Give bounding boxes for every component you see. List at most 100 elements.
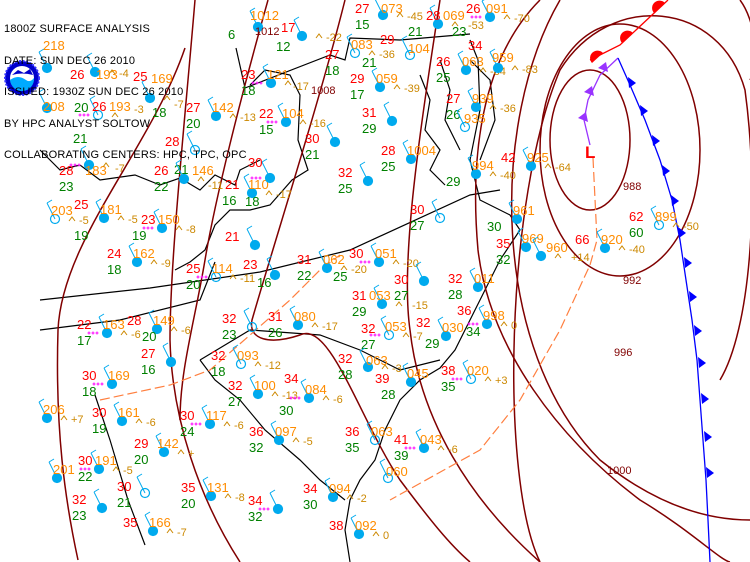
station-plot: 32 063 28 -3: [338, 347, 402, 382]
snow-symbol-icon: [96, 382, 100, 386]
wind-barb-icon: [270, 420, 277, 425]
pressure-tendency: -7: [115, 163, 125, 175]
pressure-tendency: -5: [79, 215, 89, 227]
pressure-tendency: -83: [522, 64, 538, 76]
temperature: 32: [416, 315, 430, 330]
pressure-tendency: 0: [511, 320, 517, 332]
snow-symbol-icon: [142, 226, 146, 230]
station-circle-icon: [376, 298, 388, 310]
station-plot: 32 011 28: [448, 267, 495, 302]
dewpoint: 21: [117, 495, 131, 510]
wind-barb-icon: [128, 242, 135, 247]
station-plot: 31 080 26 -17: [268, 305, 338, 340]
pressure-tendency-icon: [112, 466, 120, 472]
station-circle-icon: [41, 62, 53, 74]
wind-barb-icon: [98, 313, 105, 318]
station-plot: 29 142 20 +: [134, 432, 194, 467]
station-circle-icon: [382, 472, 394, 484]
snow-symbol-icon: [474, 15, 478, 19]
snow-symbol-icon: [408, 446, 412, 450]
station-circle-icon: [321, 262, 333, 274]
station-plot: 23 150 19 -8: [132, 208, 196, 243]
station-circle-icon: [147, 525, 159, 537]
analysis-date: DATE: SUN DEC 26 2010: [4, 54, 136, 67]
wind-barb-icon: [155, 432, 162, 437]
temperature: 31: [268, 309, 282, 324]
station-circle-icon: [210, 110, 222, 122]
wind-barb-icon: [366, 420, 373, 425]
pressure-tendency: -6: [181, 325, 191, 337]
temperature: 25: [74, 197, 88, 212]
temperature: 22: [259, 106, 273, 121]
pressure: 169: [151, 71, 173, 86]
station-circle-icon: [41, 102, 53, 114]
snow-symbol-icon: [266, 120, 270, 124]
station-circle-icon: [535, 250, 547, 262]
snow-symbol-icon: [251, 81, 255, 85]
dewpoint: 20: [142, 329, 156, 344]
wind-barb-icon: [144, 511, 151, 516]
pressure-tendency: -7: [413, 331, 423, 343]
station-circle-icon: [49, 213, 61, 225]
station-circle-icon: [329, 136, 341, 148]
station-circle-icon: [139, 487, 151, 499]
isobar: [250, 0, 471, 562]
cold-front-symbol-icon: [662, 165, 670, 176]
state-line-sc-ga: [199, 359, 346, 501]
station-circle-icon: [106, 378, 118, 390]
pressure: 114: [212, 261, 233, 276]
station-plot: 30 169 18: [82, 364, 130, 399]
snow-symbol-icon: [78, 113, 82, 117]
pressure: 181: [100, 202, 122, 217]
dewpoint: 25: [338, 181, 352, 196]
collaborating-centers: COLLABORATING CENTERS: HPC, TPC, OPC: [4, 149, 247, 161]
state-line-ky: [39, 149, 261, 191]
pressure-tendency: -7: [177, 527, 187, 539]
snow-symbol-icon: [266, 507, 270, 511]
station-circle-icon: [349, 47, 361, 59]
dewpoint: 23: [72, 508, 86, 523]
station-plot: 27 083 18 -36: [325, 33, 395, 78]
pressure: 920: [601, 232, 623, 247]
pressure-tendency: -7: [174, 99, 184, 111]
temperature: 32: [361, 321, 375, 336]
station-circle-icon: [492, 62, 504, 74]
pressure-tendency: -39: [404, 83, 420, 95]
pressure: 969: [522, 231, 544, 246]
wind-barb-icon: [186, 133, 196, 151]
station-circle-icon: [303, 392, 315, 404]
pressure-tendency: -20: [351, 264, 367, 276]
isobar-label: 988: [623, 181, 641, 193]
snow-symbol-icon: [196, 275, 200, 279]
station-circle-icon: [472, 281, 484, 293]
coastline: [344, 39, 521, 562]
issued-time: ISSUED: 1930Z SUN DEC 26 2010: [4, 86, 184, 98]
dewpoint: 6: [228, 27, 235, 42]
wind-barb-icon: [462, 359, 469, 364]
snow-symbol-icon: [69, 163, 73, 167]
dewpoint: 27: [228, 394, 242, 409]
wind-barb-icon: [175, 159, 182, 164]
pressure-tendency: -22: [326, 32, 342, 44]
station-plot: 26 146 22 -11: [154, 159, 223, 194]
isobar-996: [513, 15, 750, 562]
wind-barb-icon: [469, 267, 476, 272]
station-plot: 39 045 28: [375, 362, 429, 402]
pressure: 998: [483, 308, 505, 323]
pressure-tendency: -5: [303, 436, 313, 448]
snow-symbol-icon: [87, 467, 91, 471]
wind-barb-icon: [431, 201, 441, 219]
pressure-tendency-icon: [503, 14, 511, 20]
temperature: 27: [355, 1, 369, 16]
temperature: 28: [59, 163, 73, 178]
dewpoint: 29: [446, 174, 460, 189]
dewpoint: 27: [361, 337, 375, 352]
troughs: [99, 157, 598, 501]
station-circle-icon: [93, 463, 105, 475]
warm-front-symbol-icon: [620, 30, 633, 43]
wind-barb-icon: [324, 477, 331, 482]
